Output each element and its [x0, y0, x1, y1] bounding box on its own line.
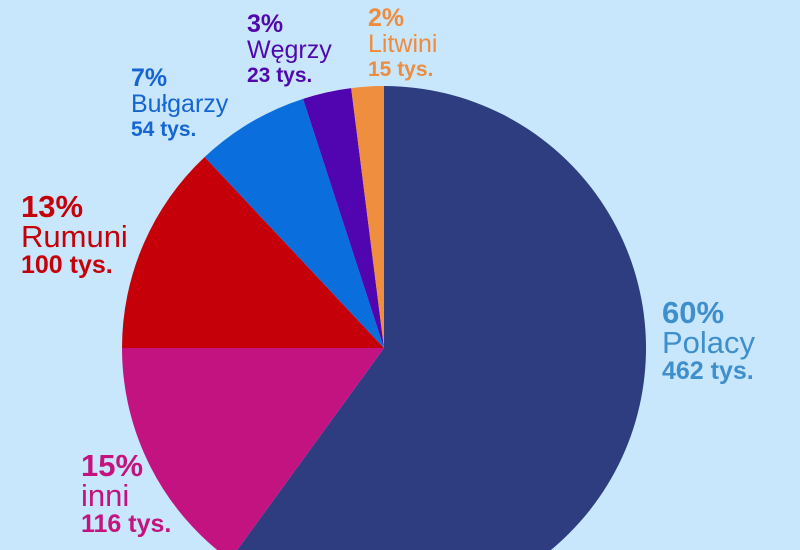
slice-value-wegrzy: 23 tys.	[247, 64, 313, 87]
pie-slice-inni	[122, 348, 384, 550]
slice-label-bulgarzy: 7% Bułgarzy 54 tys.	[131, 65, 228, 142]
pie-slice-litwini	[351, 86, 384, 348]
slice-label-litwini: 2% Litwini 15 tys.	[368, 5, 437, 82]
slice-percent-rumuni: 13%	[21, 189, 84, 224]
slice-label-wegrzy: 3% Węgrzy 23 tys.	[247, 11, 332, 88]
slice-label-polacy: 60% Polacy 462 tys.	[662, 295, 756, 385]
slice-value-bulgarzy: 54 tys.	[131, 118, 197, 141]
slice-percent-inni: 15%	[81, 448, 144, 483]
slice-name-polacy: Polacy	[662, 325, 756, 360]
pie-slice-rumuni	[122, 157, 384, 348]
slice-label-rumuni: 13% Rumuni 100 tys.	[21, 189, 128, 279]
slice-value-litwini: 15 tys.	[368, 58, 434, 81]
slice-percent-wegrzy: 3%	[247, 10, 284, 38]
slice-value-inni: 116 tys.	[81, 510, 172, 538]
slice-value-polacy: 462 tys.	[662, 357, 754, 385]
slice-name-wegrzy: Węgrzy	[247, 36, 332, 64]
pie-slice-bulgarzy	[204, 98, 384, 348]
slice-name-litwini: Litwini	[368, 30, 438, 58]
slice-percent-bulgarzy: 7%	[131, 64, 168, 92]
slice-name-inni: inni	[81, 478, 130, 513]
pie-slice-wegrzy	[303, 88, 384, 348]
slice-label-inni: 15% inni 116 tys.	[81, 448, 172, 538]
slice-name-bulgarzy: Bułgarzy	[131, 90, 229, 118]
slice-percent-polacy: 60%	[662, 295, 725, 330]
slice-value-rumuni: 100 tys.	[21, 251, 113, 279]
slice-percent-litwini: 2%	[368, 4, 405, 32]
slice-name-rumuni: Rumuni	[21, 219, 128, 254]
pie-slice-polacy	[237, 86, 646, 550]
